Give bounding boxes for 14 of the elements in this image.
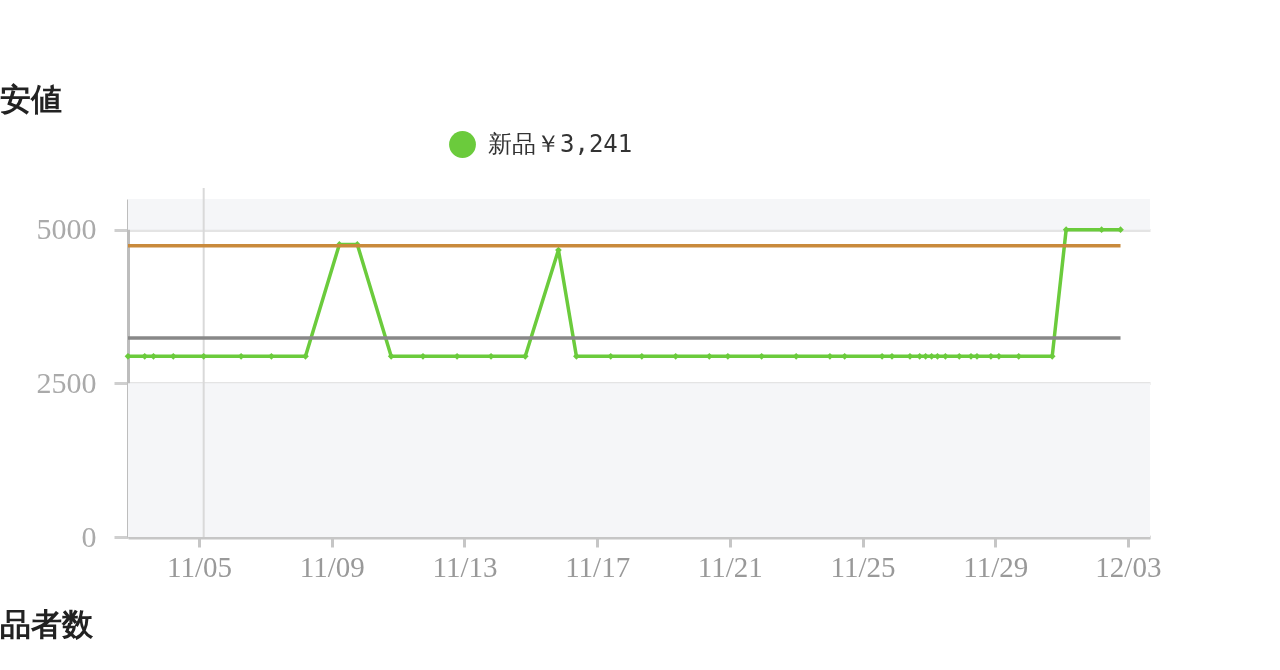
chart-title: 安値 xyxy=(0,81,62,117)
x-tick-label: 11/13 xyxy=(432,550,498,583)
y-tick-label: 5000 xyxy=(36,212,97,246)
y-tick-label: 2500 xyxy=(36,365,97,399)
x-tick-label: 11/09 xyxy=(299,550,365,583)
legend-label: 新品￥3,241 xyxy=(488,129,633,158)
x-tick-label: 11/25 xyxy=(830,550,896,583)
x-tick-label: 11/17 xyxy=(565,550,631,583)
y-tick-label: 0 xyxy=(81,519,97,553)
text: 品者数 xyxy=(0,606,94,642)
x-tick-label: 12/03 xyxy=(1095,550,1162,583)
x-tick-label: 11/05 xyxy=(167,550,233,583)
x-tick-label: 11/21 xyxy=(697,550,763,583)
x-tick-label: 11/29 xyxy=(963,550,1029,583)
